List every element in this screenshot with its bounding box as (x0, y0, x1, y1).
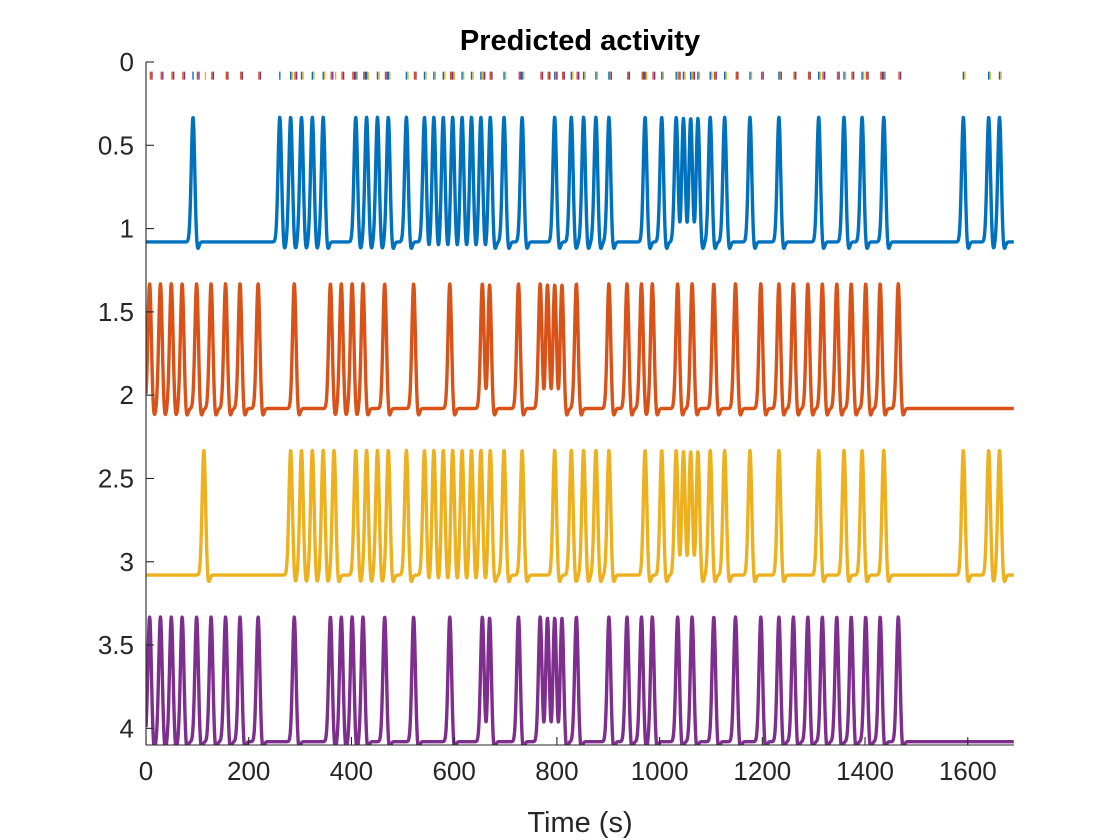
series-line-3 (146, 448, 1014, 584)
x-ticks: 0 200 400 600 800 1000 1200 1400 1600 (139, 737, 997, 786)
series-line-2 (146, 282, 1014, 417)
x-tick-label: 200 (227, 756, 270, 786)
x-axis-title: Time (s) (527, 807, 632, 839)
y-tick-label: 1 (120, 214, 134, 244)
series-line-1 (146, 115, 1014, 251)
y-tick-label: 4 (120, 713, 134, 743)
x-tick-label: 0 (139, 756, 153, 786)
series-line-4 (146, 615, 1014, 745)
x-tick-label: 1200 (733, 756, 791, 786)
x-tick-label: 600 (432, 756, 475, 786)
x-tick-label: 1000 (631, 756, 689, 786)
x-tick-label: 400 (330, 756, 373, 786)
y-tick-label: 3 (120, 547, 134, 577)
x-tick-label: 800 (535, 756, 578, 786)
y-tick-label: 2 (120, 380, 134, 410)
y-tick-label: 1.5 (98, 297, 134, 327)
y-tick-label: 2.5 (98, 463, 134, 493)
chart-title: Predicted activity (460, 25, 700, 57)
axes-layer (145, 62, 1014, 746)
x-tick-label: 1400 (836, 756, 894, 786)
y-tick-label: 3.5 (98, 630, 134, 660)
x-tick-label: 1600 (939, 756, 997, 786)
y-tick-label: 0 (120, 47, 134, 77)
y-ticks: 0 0.5 1 1.5 2 2.5 3 3.5 4 (98, 47, 154, 743)
series-layer (146, 115, 1014, 745)
event-marker-layer (149, 71, 1002, 80)
y-tick-label: 0.5 (98, 130, 134, 160)
